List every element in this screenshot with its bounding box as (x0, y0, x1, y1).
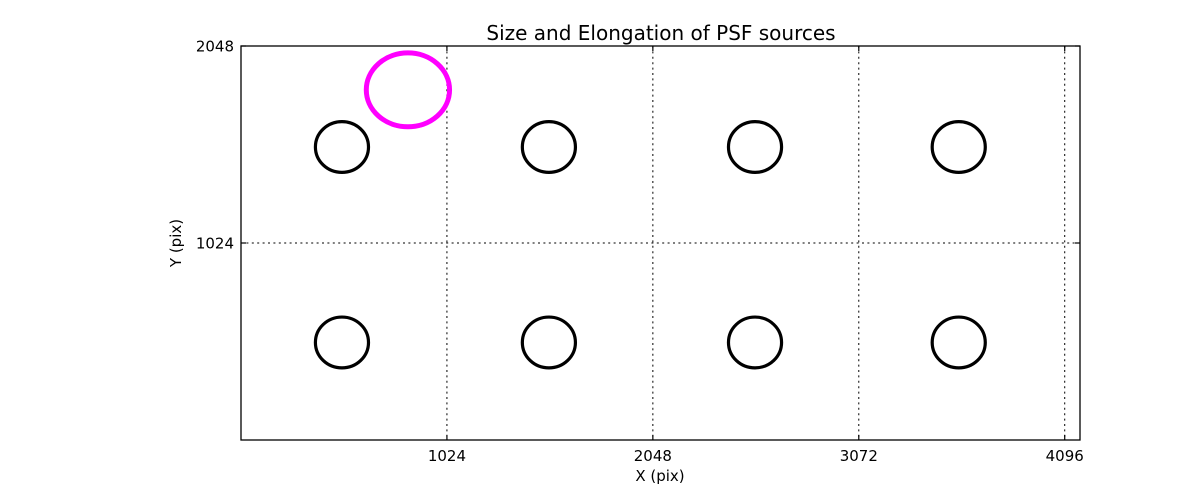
y-axis-label: Y (pix) (167, 219, 185, 268)
axis-ticks: 1024 2048 3072 4096 1024 2048 (196, 38, 1084, 466)
x-tick-label: 2048 (634, 447, 672, 465)
psf-source-circle (726, 120, 784, 174)
x-tick-label: 1024 (428, 447, 466, 465)
psf-source-circle (930, 120, 987, 174)
reference-ellipse (363, 50, 453, 130)
psf-source-circle (313, 315, 371, 370)
x-tick-label: 4096 (1046, 447, 1084, 465)
psf-source-circle (930, 315, 987, 370)
psf-sources-layer (313, 50, 987, 370)
y-tick-label: 2048 (196, 38, 234, 56)
psf-source-circle (313, 120, 371, 174)
plot-title: Size and Elongation of PSF sources (486, 21, 835, 45)
y-tick-label: 1024 (196, 235, 234, 253)
psf-source-circle (726, 315, 784, 370)
gridlines (241, 45, 1080, 440)
psf-source-circle (520, 120, 578, 174)
psf-source-circle (520, 315, 578, 370)
x-axis-label: X (pix) (635, 467, 684, 485)
x-tick-label: 3072 (840, 447, 878, 465)
